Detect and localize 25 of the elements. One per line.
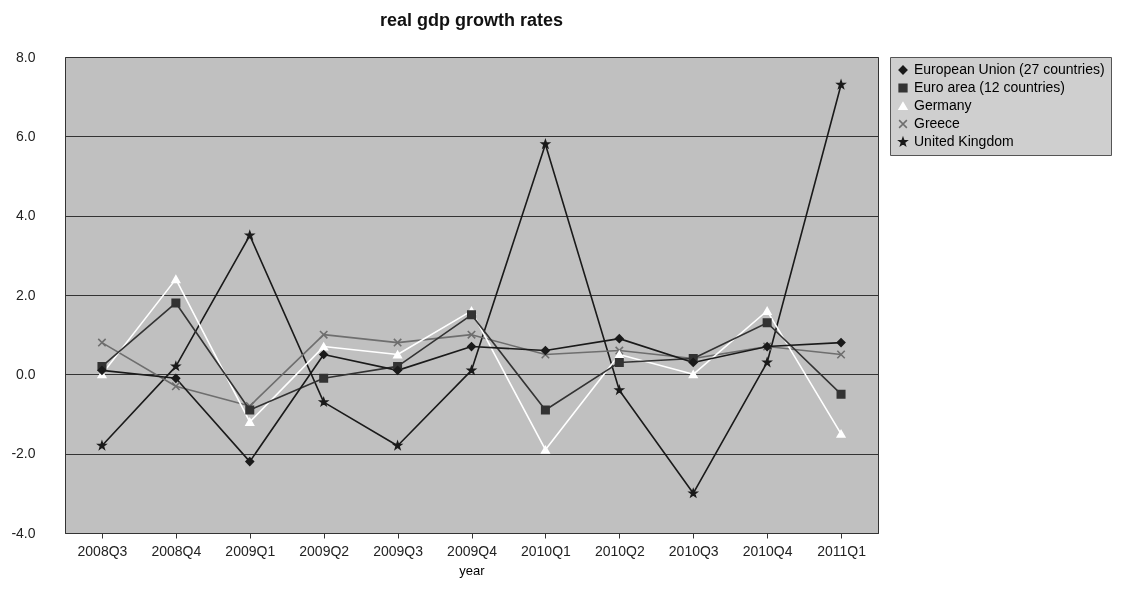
x-tick-label: 2010Q3 bbox=[668, 542, 719, 559]
y-tick-label: -4.0 bbox=[11, 524, 36, 541]
x-tick-label: 2011Q1 bbox=[817, 542, 867, 559]
y-tick-label: 8.0 bbox=[16, 48, 36, 65]
x-tick-label: 2009Q4 bbox=[447, 542, 498, 559]
y-tick-label: -2.0 bbox=[11, 445, 36, 462]
x-tick-label: 2010Q2 bbox=[594, 542, 645, 559]
x-tick-label: 2009Q2 bbox=[299, 542, 350, 559]
legend-label: United Kingdom bbox=[914, 133, 1014, 149]
x-tick-label: 2010Q1 bbox=[520, 542, 572, 559]
x-tick-label: 2008Q4 bbox=[151, 542, 202, 559]
x-axis-title: year bbox=[459, 562, 486, 578]
x-tick-label: 2009Q3 bbox=[373, 542, 424, 559]
legend-label: Euro area (12 countries) bbox=[914, 79, 1065, 95]
y-tick-label: 0.0 bbox=[16, 365, 36, 382]
legend-label: Greece bbox=[914, 115, 961, 131]
legend-label: Germany bbox=[914, 97, 972, 113]
x-tick-label: 2009Q1 bbox=[225, 542, 276, 559]
y-tick-label: 6.0 bbox=[16, 127, 36, 144]
x-tick-label: 2008Q3 bbox=[77, 542, 128, 559]
legend-label: European Union (27 countries) bbox=[914, 61, 1105, 77]
chart-title: real gdp growth rates bbox=[379, 10, 564, 30]
y-tick-label: 4.0 bbox=[16, 207, 36, 224]
y-tick-label: 2.0 bbox=[16, 286, 36, 303]
x-tick-label: 2010Q4 bbox=[742, 542, 793, 559]
